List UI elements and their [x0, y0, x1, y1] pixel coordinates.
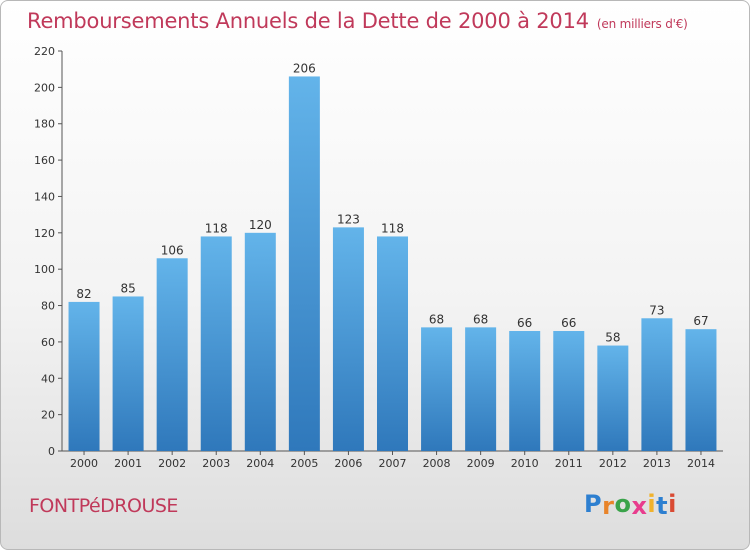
value-label: 120	[249, 218, 272, 232]
bar	[244, 232, 276, 451]
logo-letter: i	[647, 490, 657, 518]
logo-letter: x	[631, 492, 648, 520]
value-label: 67	[693, 314, 708, 328]
logo-letter: t	[656, 492, 669, 520]
x-tick-label: 2009	[467, 457, 495, 470]
y-tick-label: 100	[34, 263, 55, 276]
logo-letter: o	[614, 490, 632, 518]
value-label: 66	[561, 316, 576, 330]
chart-title: Remboursements Annuels de la Dette de 20…	[27, 9, 688, 33]
x-tick-label: 2007	[379, 457, 407, 470]
y-tick-label: 200	[34, 81, 55, 94]
x-tick-label: 2001	[114, 457, 142, 470]
y-tick-label: 0	[48, 445, 55, 458]
value-label: 206	[293, 61, 316, 75]
x-tick-label: 2003	[202, 457, 230, 470]
proxiti-logo: Proxiti	[584, 490, 677, 520]
x-tick-label: 2008	[423, 457, 451, 470]
bar	[685, 329, 717, 451]
x-tick-label: 2010	[511, 457, 539, 470]
bar	[421, 327, 453, 451]
y-tick-label: 40	[41, 372, 55, 385]
y-tick-label: 180	[34, 118, 55, 131]
bar	[288, 76, 320, 452]
chart-unit: (en milliers d'€)	[596, 17, 688, 31]
value-label: 85	[120, 281, 135, 295]
chart-title-text: Remboursements Annuels de la Dette de 20…	[27, 9, 589, 33]
x-tick-label: 2000	[70, 457, 98, 470]
x-tick-label: 2005	[290, 457, 318, 470]
value-label: 106	[161, 243, 184, 257]
bar	[377, 236, 408, 451]
value-label: 82	[76, 287, 91, 301]
y-tick-label: 220	[34, 45, 55, 58]
value-label: 123	[337, 212, 360, 226]
y-tick-label: 140	[34, 190, 55, 203]
value-label: 66	[517, 316, 532, 330]
value-label: 73	[649, 303, 664, 317]
x-tick-label: 2012	[599, 457, 627, 470]
logo-letter: i	[668, 490, 677, 518]
bar	[68, 301, 100, 451]
bar	[156, 258, 188, 451]
x-tick-label: 2006	[334, 457, 362, 470]
y-tick-label: 20	[41, 409, 55, 422]
bar	[509, 331, 541, 451]
x-tick-label: 2011	[555, 457, 583, 470]
y-tick-label: 160	[34, 154, 55, 167]
town-name: FONTPéDROUSE	[29, 495, 178, 517]
x-tick-label: 2004	[246, 457, 274, 470]
bar	[465, 327, 497, 451]
bar	[597, 345, 629, 451]
bar	[641, 318, 673, 451]
bar	[200, 236, 232, 451]
bar	[332, 227, 364, 451]
x-tick-label: 2002	[158, 457, 186, 470]
x-tick-label: 2013	[643, 457, 671, 470]
value-label: 58	[605, 331, 620, 345]
value-label: 68	[429, 312, 444, 326]
value-label: 118	[381, 221, 404, 235]
logo-letter: r	[602, 492, 615, 520]
value-label: 118	[205, 221, 228, 235]
logo-letter: P	[584, 490, 603, 518]
x-tick-label: 2014	[687, 457, 715, 470]
y-tick-label: 80	[41, 300, 55, 313]
bar	[553, 331, 585, 451]
bar	[112, 296, 144, 451]
y-tick-label: 120	[34, 227, 55, 240]
value-label: 68	[473, 312, 488, 326]
y-tick-label: 60	[41, 336, 55, 349]
